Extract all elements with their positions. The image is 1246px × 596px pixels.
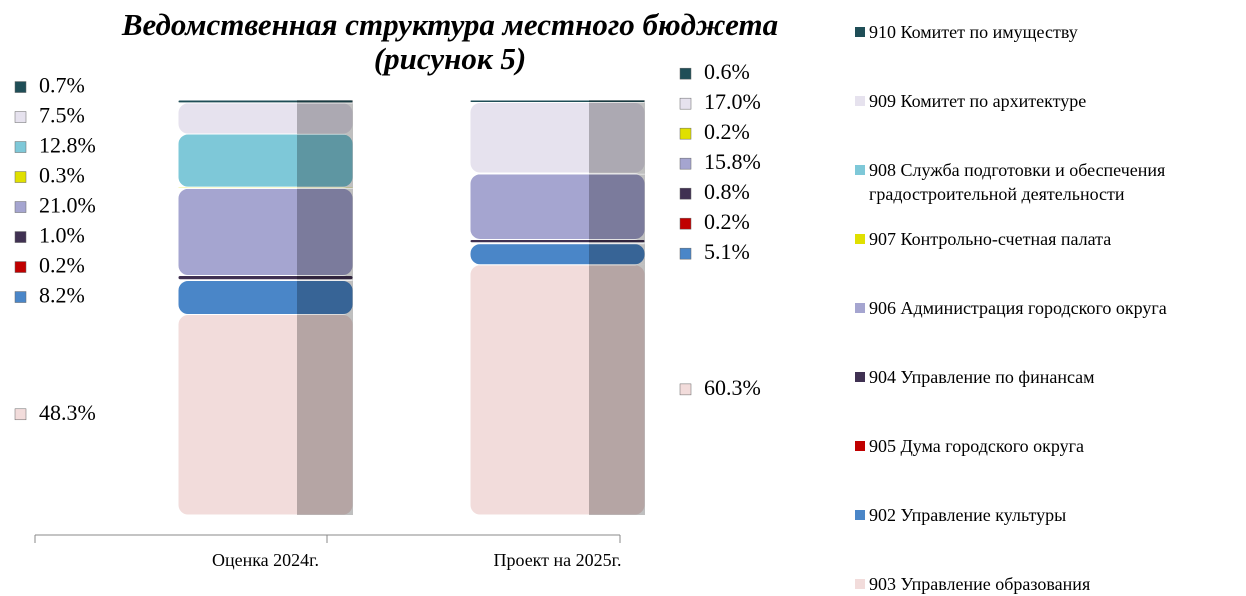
label-icon — [679, 187, 692, 200]
data-label: 0.7% — [39, 73, 85, 98]
label-icon — [14, 171, 27, 183]
legend-label: 903 Управление образования — [869, 574, 1091, 594]
label-icon — [14, 231, 27, 243]
legend-swatch — [855, 303, 865, 313]
legend-swatch — [855, 579, 865, 589]
legend-entry: 904 Управление по финансам — [855, 365, 1246, 389]
label-icon — [679, 67, 692, 80]
legend-entry: 905 Дума городского округа — [855, 434, 1246, 458]
x-tick-label: Проект на 2025г. — [493, 550, 621, 570]
label-icon — [14, 201, 27, 213]
legend-swatch — [855, 165, 865, 175]
label-icon — [14, 111, 27, 123]
data-label: 0.8% — [704, 179, 750, 204]
label-icon — [679, 97, 692, 110]
x-tick-label: Оценка 2024г. — [212, 550, 319, 570]
legend-label: 908 Служба подготовки и обеспечения град… — [869, 160, 1166, 204]
bar-side-shade — [589, 102, 645, 174]
legend-label: 902 Управление культуры — [869, 505, 1067, 525]
label-icon — [679, 217, 692, 230]
legend-entry: 903 Управление образования — [855, 572, 1246, 596]
legend-entry: 907 Контрольно-счетная палата — [855, 227, 1246, 251]
bar-side-shade — [589, 264, 645, 515]
legend-swatch — [855, 441, 865, 451]
legend-entry: 910 Комитет по имуществу — [855, 20, 1246, 44]
bar-side-shade — [297, 188, 353, 276]
label-icon — [14, 81, 27, 93]
data-label: 12.8% — [39, 133, 96, 158]
bar-side-shade — [589, 100, 645, 103]
label-icon — [14, 261, 27, 273]
data-label: 1.0% — [39, 223, 85, 248]
legend-label: 909 Комитет по архитектуре — [869, 91, 1087, 111]
chart-title: Ведомственная структура местного бюджета… — [121, 7, 779, 76]
bar-segment — [177, 99, 354, 104]
legend-label: 910 Комитет по имуществу — [869, 22, 1078, 42]
data-label: 0.2% — [704, 209, 750, 234]
legend-label: 904 Управление по финансам — [869, 367, 1095, 387]
legend-label: 905 Дума городского округа — [869, 436, 1085, 456]
bar-side-shade — [297, 134, 353, 188]
legend-label: 907 Контрольно-счетная палата — [869, 229, 1112, 249]
bar-side-shade — [297, 314, 353, 515]
label-icon — [679, 127, 692, 140]
data-label: 48.3% — [39, 400, 96, 425]
bar-side-shade — [589, 239, 645, 243]
label-icon — [14, 408, 27, 421]
legend-entry: 909 Комитет по архитектуре — [855, 89, 1246, 113]
bar-side-shade — [589, 243, 645, 265]
bar-side-shade — [297, 100, 353, 103]
data-label: 15.8% — [704, 149, 761, 174]
label-icon — [679, 157, 692, 170]
bar-side-shade — [297, 280, 353, 315]
bar-side-shade — [297, 275, 353, 280]
bar-segment — [469, 99, 646, 103]
data-label: 0.3% — [39, 163, 85, 188]
label-icon — [14, 291, 27, 303]
legend-entry: 906 Администрация городского округа — [855, 296, 1246, 320]
legend-label: 906 Администрация городского округа — [869, 298, 1167, 318]
label-icon — [679, 247, 692, 260]
legend-swatch — [855, 234, 865, 244]
data-label: 0.2% — [704, 119, 750, 144]
legend-swatch — [855, 27, 865, 37]
data-label: 5.1% — [704, 239, 750, 264]
data-label: 7.5% — [39, 103, 85, 128]
data-label: 17.0% — [704, 89, 761, 114]
bar-side-shade — [297, 102, 353, 135]
legend-swatch — [855, 372, 865, 382]
bar-side-shade — [297, 187, 353, 189]
data-label: 0.2% — [39, 253, 85, 278]
label-icon — [679, 383, 692, 396]
data-label: 8.2% — [39, 283, 85, 308]
legend-swatch — [855, 510, 865, 520]
legend-swatch — [855, 96, 865, 106]
data-label: 60.3% — [704, 375, 761, 400]
data-label: 0.6% — [704, 59, 750, 84]
label-icon — [14, 141, 27, 153]
legend-entry: 908 Служба подготовки и обеспечения град… — [855, 158, 1246, 206]
bar-side-shade — [589, 173, 645, 240]
legend-entry: 902 Управление культуры — [855, 503, 1246, 527]
data-label: 21.0% — [39, 193, 96, 218]
